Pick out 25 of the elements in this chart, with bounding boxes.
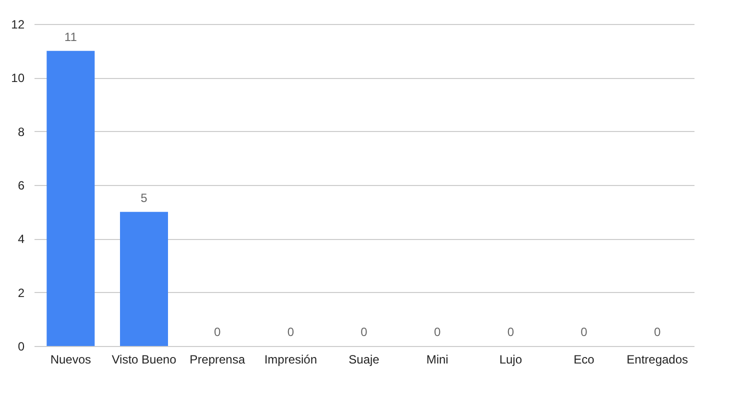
y-tick-label: 8 [18,124,25,139]
y-tick-label: 10 [11,71,25,86]
data-label: 0 [507,325,514,339]
y-tick-label: 4 [18,232,25,246]
data-label: 11 [64,30,78,44]
x-tick-label: Entregados [626,352,688,366]
x-tick-label: Suaje [348,352,380,366]
x-tick-label: Impresión [264,352,318,366]
y-tick-label: 6 [18,178,25,192]
data-label: 0 [654,325,661,339]
y-tick-label: 12 [11,18,25,32]
data-label: 0 [214,325,221,339]
y-tick-label: 0 [18,340,25,354]
data-label: 5 [140,190,148,205]
x-tick-label: Eco [574,352,595,366]
data-label: 0 [287,325,294,339]
data-label: 0 [580,325,588,339]
x-tick-label: Nuevos [50,352,92,366]
data-label: 0 [360,325,368,339]
y-tick-label: 2 [18,286,25,300]
x-tick-label: Lujo [499,352,522,366]
x-tick-label: Mini [426,352,448,366]
data-label: 0 [434,325,441,339]
x-tick-label: Visto Bueno [112,352,177,366]
x-tick-label: Preprensa [190,352,246,366]
